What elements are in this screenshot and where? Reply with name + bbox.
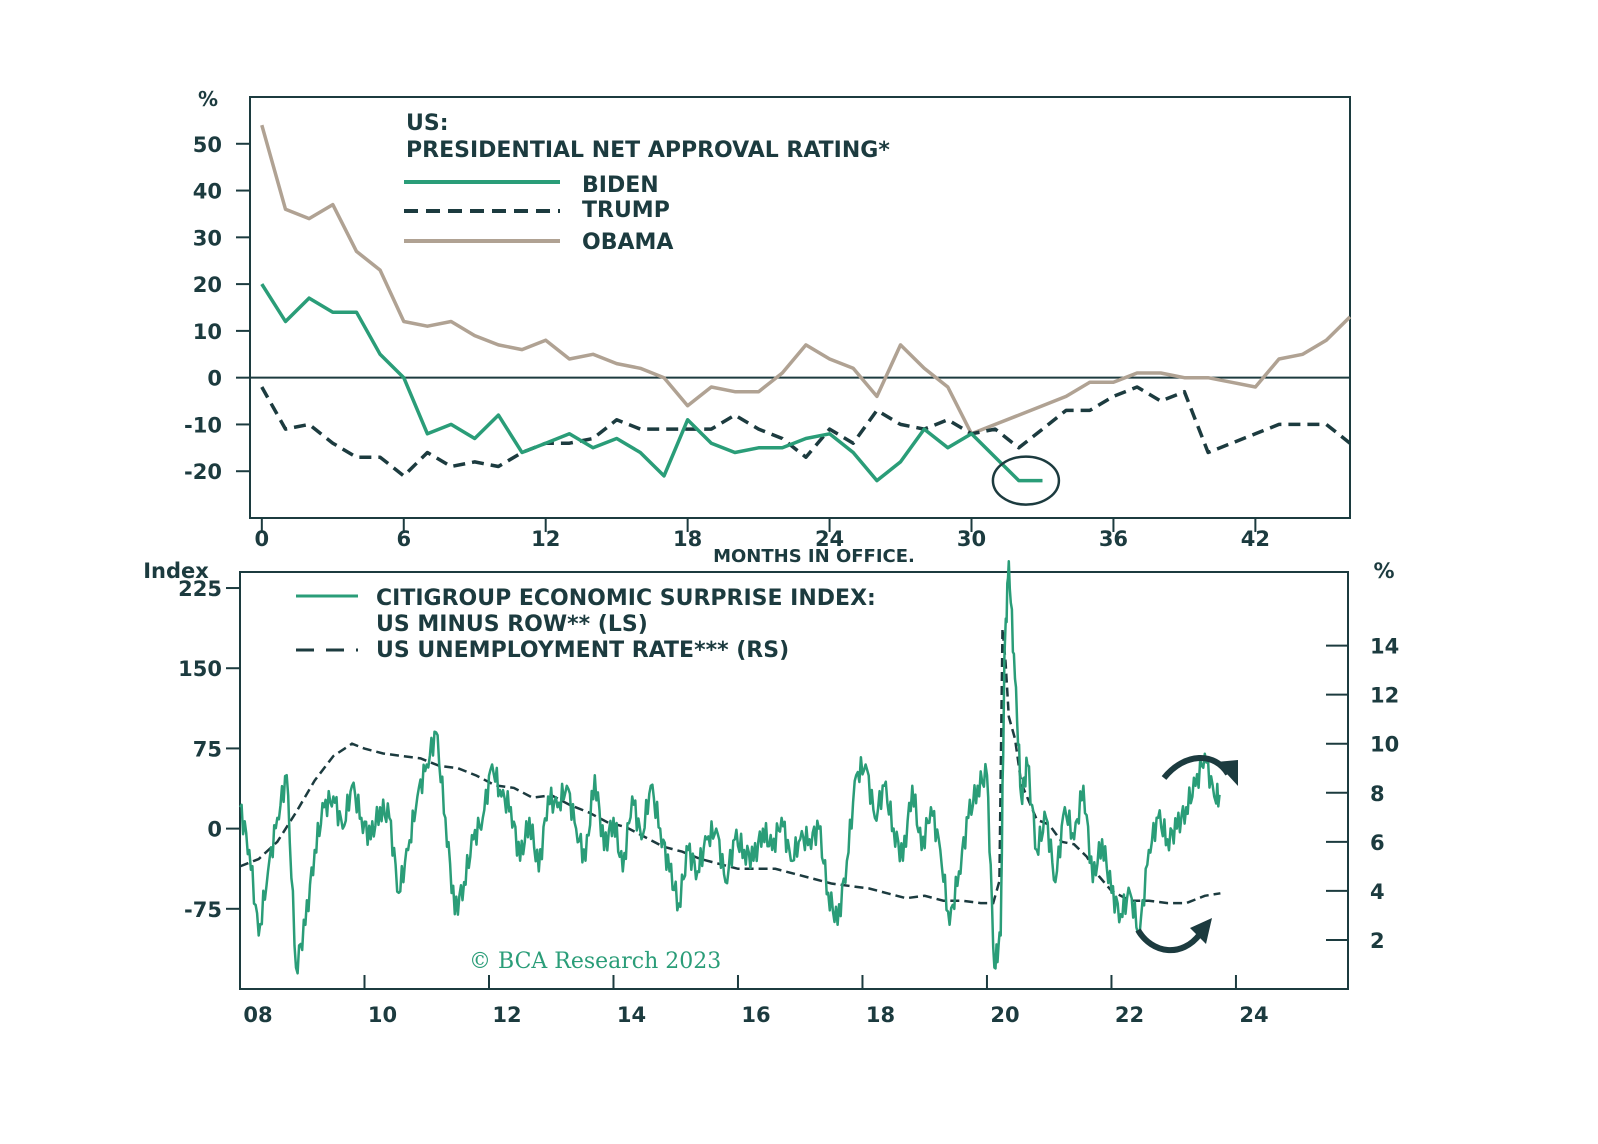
series-line-unemployment — [239, 628, 1221, 905]
x-tick-label: 30 — [957, 527, 986, 551]
x-tick-label: 0 — [255, 527, 270, 551]
y-left-tick-label: 150 — [178, 657, 222, 681]
y-right-tick-label: 6 — [1370, 831, 1385, 855]
y-tick-label: 40 — [193, 180, 222, 204]
series-line-biden — [260, 283, 1043, 483]
series-line-surprise-index — [238, 560, 1221, 975]
y-tick-label: 50 — [193, 133, 222, 157]
y-tick-label: 10 — [193, 320, 222, 344]
x-tick-label: 12 — [531, 527, 560, 551]
x-tick-label: 14 — [617, 1003, 646, 1027]
approval-x-label: MONTHS IN OFFICE. — [713, 546, 915, 567]
legend-label-obama: OBAMA — [582, 230, 673, 255]
approval-chart: % -20 -10 0 10 20 30 40 50 0 6 12 18 24 30 36 42 US: P… — [184, 87, 1352, 567]
legend-label-biden: BIDEN — [582, 173, 659, 198]
x-tick-label: 16 — [741, 1003, 770, 1027]
surprise-title: CITIGROUP ECONOMIC SURPRISE INDEX: — [376, 586, 876, 611]
surprise-legend: US UNEMPLOYMENT RATE*** (RS) — [296, 594, 789, 663]
y-left-tick-label: -75 — [184, 898, 222, 922]
x-tick-label: 18 — [673, 527, 702, 551]
x-tick-label: 12 — [492, 1003, 521, 1027]
approval-y-label: % — [198, 87, 218, 111]
y-right-tick-label: 8 — [1370, 782, 1385, 806]
y-tick-label: 20 — [193, 273, 222, 297]
watermark: © BCA Research 2023 — [469, 949, 721, 974]
x-tick-label: 18 — [866, 1003, 895, 1027]
series-line-trump — [260, 385, 1352, 478]
x-tick-label: 42 — [1241, 527, 1270, 551]
y-right-tick-label: 12 — [1370, 684, 1399, 708]
x-tick-label: 24 — [815, 527, 844, 551]
surprise-y-right-label: % — [1373, 559, 1394, 583]
surprise-plot-frame — [239, 571, 1349, 990]
approval-plot-frame — [249, 96, 1351, 519]
approval-title: US: — [406, 111, 449, 136]
legend-label-trump: TRUMP — [582, 198, 670, 223]
x-tick-label: 22 — [1115, 1003, 1144, 1027]
x-tick-label: 24 — [1239, 1003, 1268, 1027]
x-tick-label: 10 — [368, 1003, 397, 1027]
arrow-up-icon — [1135, 918, 1212, 953]
y-tick-label: 0 — [207, 367, 222, 391]
y-right-tick-label: 14 — [1370, 635, 1399, 659]
x-tick-label: 36 — [1099, 527, 1128, 551]
approval-legend: BIDEN TRUMP OBAMA — [404, 173, 673, 255]
y-right-tick-label: 2 — [1370, 929, 1385, 953]
surprise-y-left-label: Index — [143, 559, 209, 583]
y-left-tick-label: 225 — [178, 577, 222, 601]
surprise-subtitle: US MINUS ROW** (LS) — [376, 612, 648, 637]
highlight-circle — [991, 455, 1061, 506]
legend-label-unemployment: US UNEMPLOYMENT RATE*** (RS) — [376, 638, 789, 663]
y-left-tick-label: 75 — [193, 737, 222, 761]
approval-subtitle: PRESIDENTIAL NET APPROVAL RATING* — [406, 138, 890, 163]
y-left-tick-label: 0 — [207, 818, 222, 842]
y-tick-label: 30 — [193, 226, 222, 250]
series-line-obama — [260, 124, 1352, 436]
y-right-tick-label: 4 — [1370, 880, 1385, 904]
x-tick-label: 6 — [396, 527, 411, 551]
x-tick-label: 20 — [990, 1003, 1019, 1027]
y-right-tick-label: 10 — [1370, 733, 1399, 757]
arrow-down-icon — [1161, 755, 1238, 786]
y-tick-label: -20 — [184, 460, 222, 484]
y-tick-label: -10 — [184, 413, 222, 437]
x-tick-label: 08 — [243, 1003, 272, 1027]
